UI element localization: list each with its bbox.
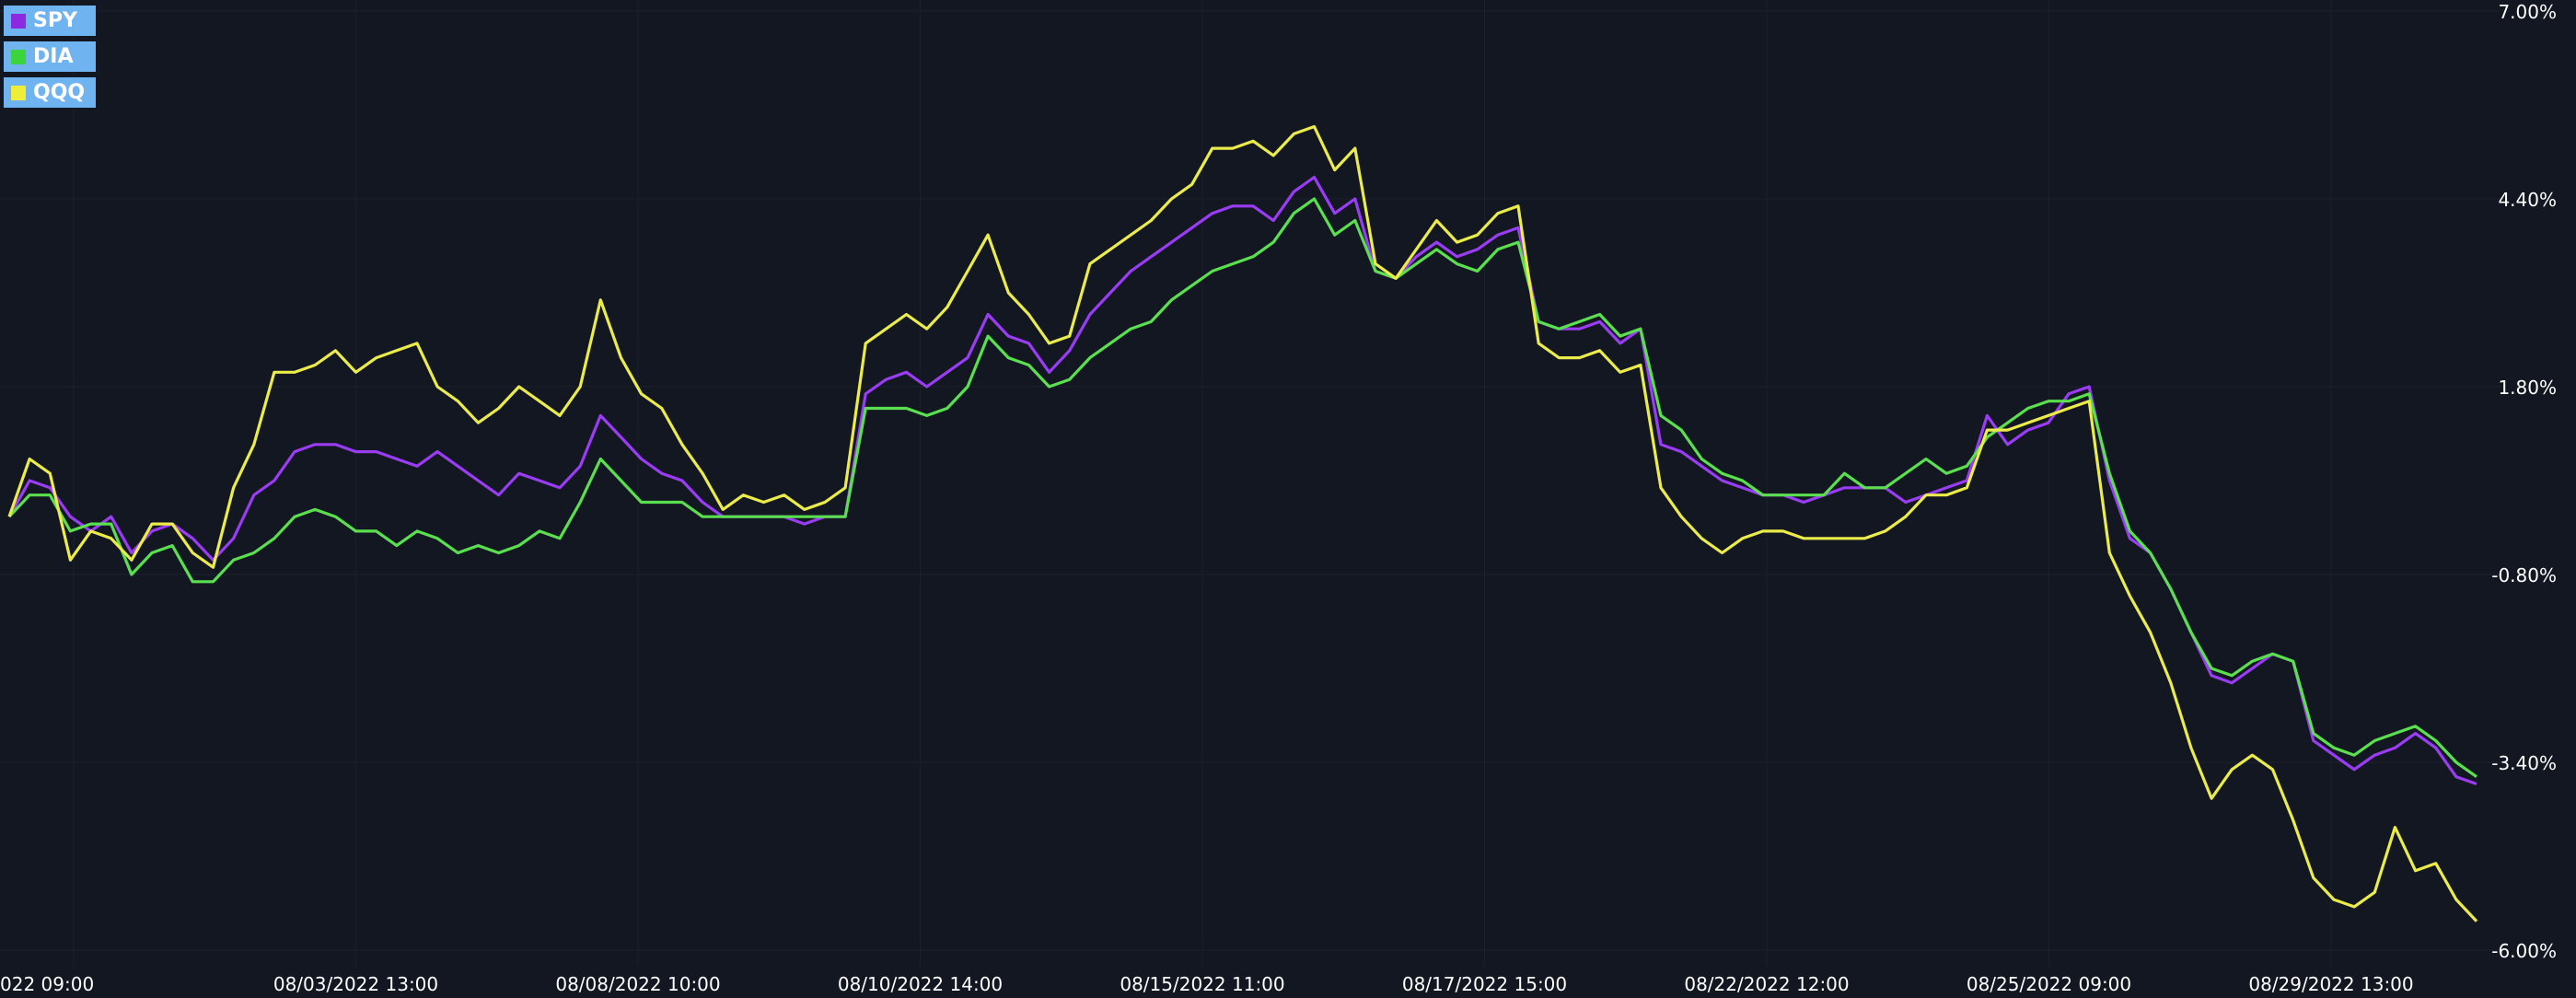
legend-swatch-spy: [11, 13, 26, 29]
x-tick-label: 08/25/2022 09:00: [1967, 973, 2131, 995]
y-tick-label: 4.40%: [2498, 189, 2557, 211]
legend-swatch-dia: [11, 49, 26, 64]
x-tick-label: 08/17/2022 15:00: [1402, 973, 1567, 995]
series-lines: [7, 124, 2478, 923]
series-line-spy: [7, 175, 2477, 786]
x-tick-label: 08/29/2022 13:00: [2248, 973, 2413, 995]
grid: [0, 10, 2504, 951]
series-line-dia: [7, 197, 2477, 779]
x-tick-label: 08/03/2022 13:00: [273, 973, 438, 995]
legend-item-spy[interactable]: SPY: [4, 6, 97, 36]
legend-label-spy: SPY: [33, 9, 77, 32]
legend-label-qqq: QQQ: [33, 81, 86, 104]
legend: SPY DIA QQQ: [4, 6, 97, 113]
legend-label-dia: DIA: [33, 45, 74, 68]
y-tick-label: -6.00%: [2491, 940, 2557, 962]
x-axis: 022 09:00 08/03/2022 13:00 08/08/2022 10:0…: [0, 973, 2414, 995]
legend-swatch-qqq: [11, 85, 26, 100]
series-line-qqq: [7, 124, 2478, 923]
x-tick-label: 022 09:00: [0, 973, 94, 995]
y-tick-label: -3.40%: [2491, 752, 2557, 774]
legend-item-dia[interactable]: DIA: [4, 41, 97, 72]
legend-item-qqq[interactable]: QQQ: [4, 77, 97, 108]
x-tick-label: 08/08/2022 10:00: [555, 973, 720, 995]
x-tick-label: 08/22/2022 12:00: [1684, 973, 1849, 995]
y-tick-label: -0.80%: [2491, 564, 2557, 586]
x-tick-label: 08/15/2022 11:00: [1120, 973, 1284, 995]
y-tick-label: 7.00%: [2498, 1, 2557, 23]
x-tick-label: 08/10/2022 14:00: [838, 973, 1003, 995]
y-axis: 7.00% 4.40% 1.80% -0.80% -3.40% -6.00%: [2491, 1, 2557, 962]
y-tick-label: 1.80%: [2498, 377, 2557, 399]
